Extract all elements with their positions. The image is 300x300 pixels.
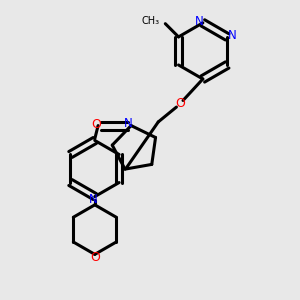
Text: CH₃: CH₃ bbox=[141, 16, 159, 26]
Text: N: N bbox=[228, 29, 236, 42]
Text: O: O bbox=[92, 118, 101, 131]
Text: N: N bbox=[195, 15, 204, 28]
Text: O: O bbox=[90, 250, 100, 263]
Text: O: O bbox=[175, 97, 185, 110]
Text: N: N bbox=[124, 117, 133, 130]
Text: N: N bbox=[89, 193, 98, 206]
